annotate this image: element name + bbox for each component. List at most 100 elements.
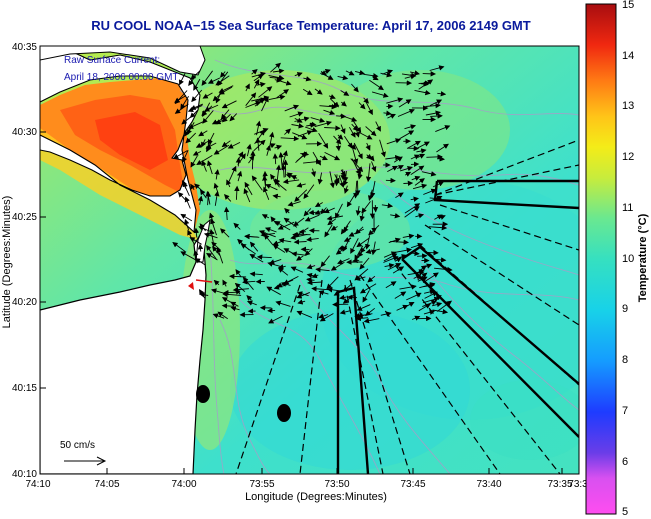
- current-vector: [365, 307, 375, 316]
- current-vector: [253, 139, 266, 152]
- current-vector: [410, 165, 425, 175]
- survey-box: [336, 286, 370, 474]
- current-vector: [421, 171, 437, 177]
- current-vector: [229, 113, 238, 122]
- current-vector: [399, 130, 415, 140]
- current-vector: [266, 286, 281, 296]
- current-vector: [199, 189, 207, 199]
- current-vector: [340, 124, 346, 135]
- current-vector: [274, 221, 291, 231]
- current-vector: [383, 110, 392, 116]
- current-vector: [339, 309, 351, 315]
- y-tick-label: 40:30: [12, 127, 37, 138]
- current-vector: [234, 282, 246, 293]
- current-vector: [284, 128, 291, 135]
- current-vector: [410, 70, 420, 76]
- current-vector: [398, 99, 412, 108]
- current-vector: [283, 275, 299, 285]
- current-vector: [230, 306, 240, 312]
- current-vector: [206, 160, 213, 175]
- current-vector: [221, 297, 233, 304]
- current-vector: [290, 266, 304, 273]
- current-vector: [371, 241, 377, 256]
- current-vector: [228, 165, 237, 182]
- current-vector: [363, 318, 380, 324]
- current-vector: [365, 163, 372, 183]
- current-vectors: [172, 62, 453, 324]
- current-vector: [303, 208, 312, 217]
- current-vector: [280, 135, 300, 142]
- current-vector: [242, 276, 254, 290]
- current-vector: [193, 250, 199, 258]
- current-vector: [337, 74, 349, 81]
- current-vector: [349, 126, 356, 138]
- current-vector: [275, 164, 282, 181]
- current-vector: [418, 303, 431, 312]
- staten-island-shore: [40, 46, 201, 234]
- current-vector: [244, 233, 260, 240]
- current-vector: [354, 125, 360, 138]
- current-vector: [303, 76, 312, 82]
- current-vector: [311, 286, 329, 292]
- current-vector: [380, 311, 392, 317]
- current-vector: [394, 247, 412, 253]
- current-vector: [306, 277, 315, 283]
- current-vector: [246, 143, 252, 157]
- current-vector: [319, 313, 334, 322]
- current-vector: [367, 275, 376, 283]
- current-vector: [324, 125, 341, 131]
- colorbar-ticks: 15 14 13 12 11 10 9 8 7 6 5: [622, 0, 634, 518]
- current-vector: [429, 99, 443, 106]
- current-vector: [206, 253, 218, 261]
- current-vector: [278, 264, 286, 270]
- current-vector: [209, 212, 215, 224]
- current-vector: [371, 75, 379, 81]
- current-vector: [282, 178, 300, 185]
- current-vector: [375, 121, 381, 132]
- current-vector: [205, 142, 217, 149]
- current-vector: [209, 228, 215, 246]
- current-vector: [303, 159, 322, 165]
- current-vector: [258, 86, 273, 98]
- current-vector: [251, 175, 263, 191]
- x-tick-label: 73:50: [324, 479, 349, 490]
- x-tick: 73:50: [324, 468, 350, 490]
- current-vector: [192, 150, 202, 156]
- coast-marker: [195, 279, 213, 283]
- current-vector: [320, 69, 331, 75]
- current-vector: [293, 239, 307, 245]
- current-vector: [205, 191, 211, 206]
- current-vector: [181, 179, 190, 196]
- colorbar-tick: 10: [622, 253, 634, 265]
- current-vector: [293, 217, 305, 227]
- current-vector: [404, 124, 417, 130]
- current-vector: [416, 148, 427, 154]
- y-tick: 40:20: [12, 297, 46, 308]
- current-vector: [369, 79, 384, 91]
- current-vector: [434, 214, 443, 220]
- current-vector: [215, 95, 221, 104]
- current-vector: [340, 220, 351, 235]
- x-tick: 73:40: [476, 468, 502, 490]
- current-vector: [417, 153, 426, 159]
- current-vector: [297, 130, 313, 137]
- x-tick: 74:00: [171, 468, 197, 490]
- current-vector: [359, 257, 370, 270]
- current-vector: [296, 255, 304, 261]
- y-tick: 40:30: [12, 127, 46, 138]
- current-vector: [327, 218, 337, 226]
- current-vector: [173, 150, 188, 159]
- coast-marker: [188, 282, 194, 290]
- dashed-line: [394, 264, 561, 474]
- current-vector: [182, 150, 189, 163]
- current-vector: [387, 165, 398, 172]
- current-vector: [418, 265, 427, 272]
- current-vector: [314, 209, 326, 215]
- current-vector: [197, 195, 204, 205]
- current-vector: [245, 100, 262, 108]
- current-vector: [364, 99, 373, 116]
- current-vector: [355, 206, 362, 216]
- current-vector: [190, 183, 196, 191]
- current-vector: [323, 207, 335, 214]
